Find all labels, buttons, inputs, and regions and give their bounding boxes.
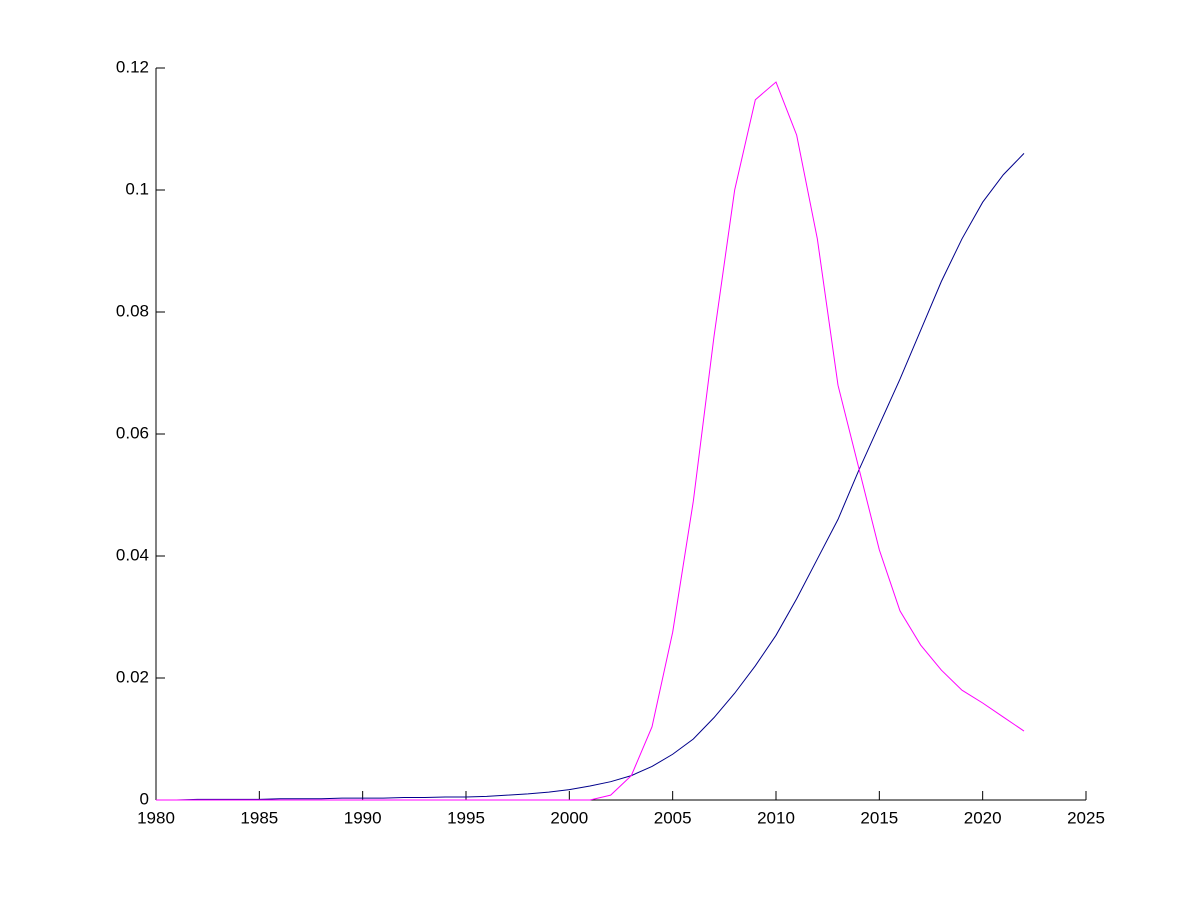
x-tick-label: 2010 <box>757 808 795 827</box>
x-tick-label: 1985 <box>240 808 278 827</box>
x-tick-label: 1995 <box>447 808 485 827</box>
y-tick-label: 0.04 <box>116 545 149 564</box>
x-tick-label: 2025 <box>1067 808 1105 827</box>
y-tick-label: 0 <box>140 789 149 808</box>
x-tick-label: 1980 <box>137 808 175 827</box>
line-series <box>156 153 1025 801</box>
y-tick-label: 0.12 <box>116 57 149 76</box>
x-tick-label: 2020 <box>964 808 1002 827</box>
y-tick-label: 0.06 <box>116 423 149 442</box>
y-tick-label: 0.08 <box>116 301 149 320</box>
x-tick-label: 2005 <box>654 808 692 827</box>
line-series <box>156 81 1025 801</box>
y-tick-label: 0.02 <box>116 667 149 686</box>
x-tick-label: 2015 <box>860 808 898 827</box>
y-tick-label: 0.1 <box>125 179 149 198</box>
x-tick-label: 1990 <box>344 808 382 827</box>
x-tick-label: 2000 <box>550 808 588 827</box>
